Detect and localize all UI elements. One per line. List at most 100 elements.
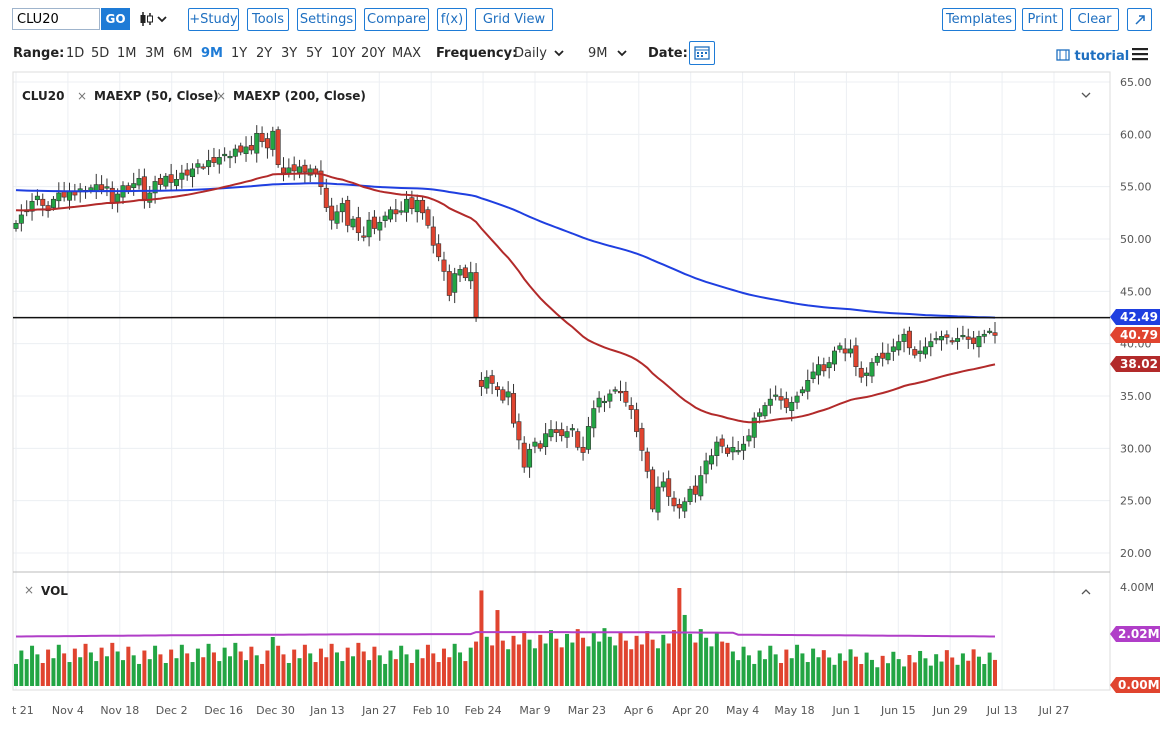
range-10y[interactable]: 10Y — [331, 46, 356, 61]
chevron-down-icon[interactable] — [616, 48, 628, 58]
volume-bar — [244, 660, 249, 686]
symbol-input[interactable] — [12, 8, 100, 30]
price-tick: 55.00 — [1120, 181, 1152, 194]
candle-body — [462, 267, 468, 279]
candle-body — [682, 501, 688, 512]
volume-bar — [586, 646, 591, 686]
chevron-up-icon[interactable] — [1081, 589, 1091, 595]
date-tick: Jun 29 — [932, 704, 968, 717]
volume-bar — [934, 654, 939, 686]
volume-bar — [837, 653, 842, 686]
range-20y[interactable]: 20Y — [361, 46, 386, 61]
volume-bar — [115, 651, 120, 686]
tools-button[interactable]: Tools — [247, 8, 289, 31]
volume-bar — [163, 662, 168, 686]
candle-body — [981, 333, 987, 337]
templates-button[interactable]: Templates — [942, 8, 1016, 31]
range-1m[interactable]: 1M — [117, 46, 137, 61]
range-9m[interactable]: 9M — [201, 46, 223, 61]
candle-body — [596, 397, 602, 408]
close-icon[interactable]: × — [24, 583, 34, 597]
candle-body — [420, 199, 426, 214]
range-5d[interactable]: 5D — [91, 46, 110, 61]
volume-bar — [356, 642, 361, 686]
compare-button[interactable]: Compare — [364, 8, 429, 31]
settings-button[interactable]: Settings — [297, 8, 356, 31]
volume-bar — [420, 658, 425, 686]
chevron-down-icon[interactable] — [1081, 92, 1091, 98]
volume-bar — [623, 640, 628, 686]
candle-body — [227, 156, 233, 159]
range-3y[interactable]: 3Y — [281, 46, 298, 61]
volume-bar — [939, 661, 944, 686]
candle-body — [725, 447, 731, 454]
volume-average-line — [16, 631, 995, 638]
print-button[interactable]: Print — [1022, 8, 1063, 31]
frequency-select[interactable]: Daily — [514, 46, 547, 61]
candle-body — [430, 226, 436, 246]
range-1y[interactable]: 1Y — [231, 46, 248, 61]
date-picker-button[interactable] — [689, 41, 715, 65]
volume-bar — [377, 655, 382, 686]
candle-body — [179, 172, 185, 180]
candle-body — [382, 215, 388, 221]
volume-bar — [725, 642, 730, 686]
close-icon[interactable]: × — [216, 89, 226, 103]
candle-body — [521, 442, 527, 468]
candle-body — [548, 429, 554, 438]
candle-body — [425, 209, 431, 226]
candle-body — [371, 216, 377, 229]
volume-bar — [51, 658, 56, 686]
volume-bar — [907, 655, 912, 686]
volume-bar — [618, 631, 623, 686]
volume-bar — [500, 640, 505, 686]
volume-bar — [72, 648, 77, 686]
go-button[interactable]: GO — [101, 8, 130, 30]
candle-body — [163, 175, 169, 187]
menu-icon[interactable] — [1132, 47, 1148, 61]
add-study-button[interactable]: +Study — [188, 8, 239, 31]
volume-bar — [201, 657, 206, 686]
date-tick: Dec 2 — [156, 704, 188, 717]
volume-bar — [532, 648, 537, 686]
candle-body — [607, 393, 613, 402]
candle-body — [650, 469, 656, 510]
period-select[interactable]: 9M — [588, 46, 608, 61]
candle-body — [987, 330, 993, 333]
candle-body — [50, 198, 56, 208]
candle-body — [644, 451, 650, 472]
volume-zero-tag: 0.00M — [1110, 677, 1160, 693]
candle-body — [703, 460, 709, 475]
candle-body — [789, 401, 795, 411]
range-max[interactable]: MAX — [392, 46, 422, 61]
clear-button[interactable]: Clear — [1070, 8, 1119, 31]
expand-button[interactable] — [1127, 8, 1152, 31]
range-2y[interactable]: 2Y — [256, 46, 273, 61]
volume-bar — [361, 651, 366, 686]
range-1d[interactable]: 1D — [66, 46, 85, 61]
date-tick: Apr 6 — [624, 704, 654, 717]
volume-bar — [522, 631, 527, 686]
range-5y[interactable]: 5Y — [306, 46, 323, 61]
volume-bar — [645, 631, 650, 686]
candle-body — [484, 376, 490, 389]
date-tick: Jul 27 — [1038, 704, 1070, 717]
volume-bar — [431, 653, 436, 686]
volume-bar — [227, 656, 232, 686]
candle-body — [350, 218, 356, 228]
range-6m[interactable]: 6M — [173, 46, 193, 61]
range-3m[interactable]: 3M — [145, 46, 165, 61]
function-button[interactable]: f(x) — [437, 8, 467, 31]
tutorial-link[interactable]: tutorial — [1056, 49, 1129, 64]
chevron-down-icon[interactable] — [553, 48, 565, 58]
volume-bar — [511, 635, 516, 686]
close-icon[interactable]: × — [77, 89, 87, 103]
candlestick-type-icon[interactable] — [139, 10, 169, 28]
volume-bar — [238, 651, 243, 686]
grid-view-button[interactable]: Grid View — [475, 8, 553, 31]
chart-grid — [13, 72, 1110, 690]
candle-body — [741, 443, 747, 451]
date-tick: Dec 30 — [256, 704, 295, 717]
film-icon — [1056, 49, 1070, 61]
